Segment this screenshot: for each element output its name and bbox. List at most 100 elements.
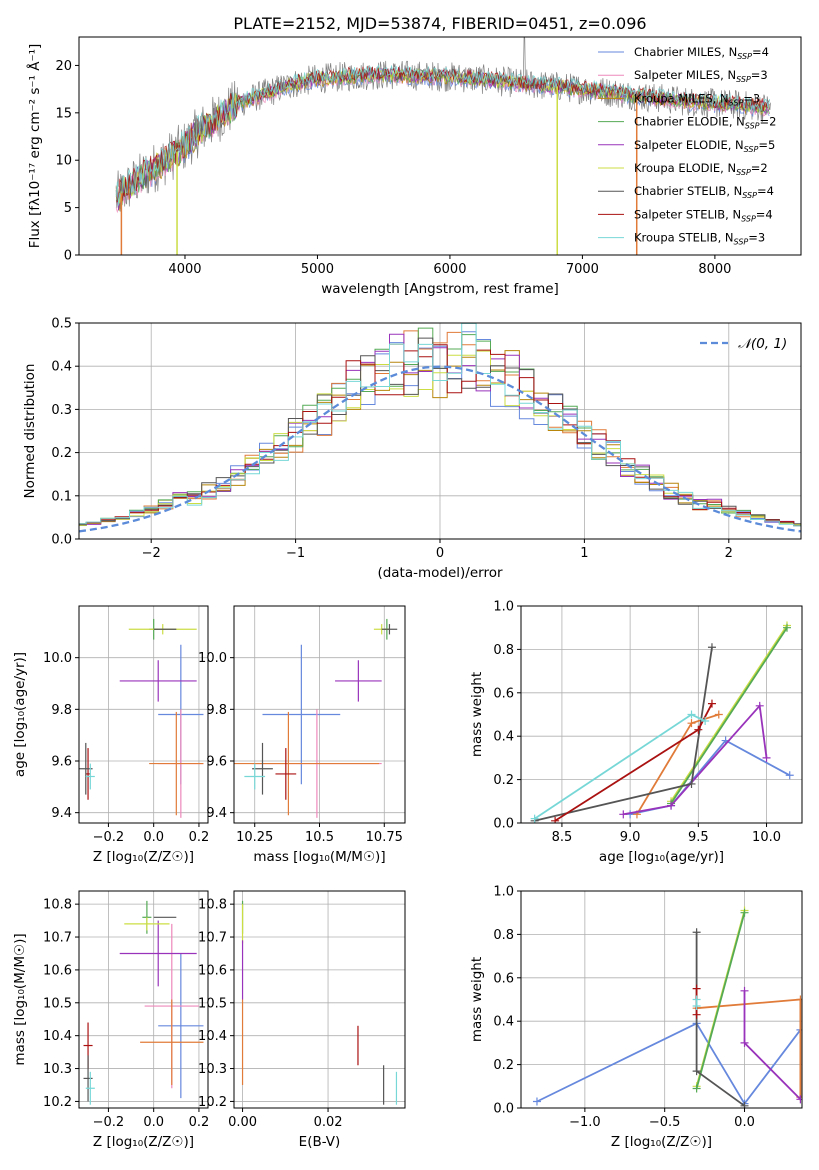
residual-histogram xyxy=(79,323,801,527)
y-tick-label: 10.3 xyxy=(43,1062,72,1077)
plot-area xyxy=(83,900,204,1105)
error-bar-point xyxy=(234,711,380,816)
x-tick-label: 9.5 xyxy=(688,830,709,845)
weight-marker xyxy=(785,771,794,780)
x-axis-label: Z [log₁₀(Z/Z☉)] xyxy=(611,1134,712,1150)
error-bar-point xyxy=(149,711,204,816)
y-tick-label: 0.2 xyxy=(493,773,514,788)
weight-line xyxy=(695,912,746,1089)
x-tick-label: 0 xyxy=(436,546,444,561)
legend-entry: Kroupa ELODIE, NSSP=2 xyxy=(634,161,768,177)
weight-marker xyxy=(740,1038,749,1047)
x-tick-label: 2 xyxy=(725,546,733,561)
y-tick-label: 10.2 xyxy=(198,1095,227,1110)
error-bar-point xyxy=(119,920,197,987)
error-bar-point xyxy=(83,1055,93,1102)
weight-line xyxy=(695,932,746,1107)
plot-area xyxy=(530,621,794,823)
gaussian-curve xyxy=(79,365,801,533)
weight-line xyxy=(554,703,713,822)
legend-entry: Chabrier ELODIE, NSSP=2 xyxy=(634,115,776,131)
weight-marker xyxy=(701,717,710,726)
weight-marker xyxy=(692,984,701,993)
y-tick-label: 0.0 xyxy=(51,533,72,548)
model-spectrum xyxy=(116,65,770,203)
subplot-5: 8.5 9.0 9.5 10.0 0.0 0.2 0.4 0.6 0.8 1.0 age [log₁… xyxy=(469,600,803,865)
residual-histogram xyxy=(79,330,801,526)
weight-series xyxy=(551,699,716,823)
y-axis-label: Flux [fλ10⁻¹⁷ erg cm⁻² s⁻¹ Å⁻¹] xyxy=(26,44,43,249)
plot-area xyxy=(79,618,204,818)
x-axis-label: E(B-V) xyxy=(299,1134,341,1150)
y-tick-label: 0.4 xyxy=(493,730,514,745)
residual-histogram xyxy=(79,337,801,526)
legend-entry: 𝒩(0, 1) xyxy=(738,336,787,352)
y-tick-label: 10.8 xyxy=(198,898,227,913)
model-spectrum xyxy=(115,67,770,204)
legend-entry: Kroupa STELIB, NSSP=3 xyxy=(634,231,765,247)
error-bar-point xyxy=(124,917,170,931)
weight-marker xyxy=(707,643,716,652)
weight-line xyxy=(670,625,788,802)
weight-series xyxy=(619,701,771,819)
weight-series xyxy=(692,928,749,1108)
weight-line xyxy=(534,713,706,820)
weight-marker xyxy=(796,995,802,1004)
y-tick-label: 0.2 xyxy=(493,1058,514,1073)
x-tick-label: 5000 xyxy=(301,262,334,277)
y-tick-label: 10.6 xyxy=(43,963,72,978)
y-tick-label: 0.2 xyxy=(51,446,72,461)
plot-area xyxy=(241,900,398,1105)
weight-line xyxy=(670,627,788,804)
legend-entry: Salpeter ELODIE, NSSP=5 xyxy=(634,138,775,154)
error-bar-point xyxy=(335,660,382,702)
x-tick-label: 4000 xyxy=(168,262,201,277)
y-tick-label: 9.8 xyxy=(206,703,227,718)
y-tick-label: 9.6 xyxy=(51,755,72,770)
axes-frame xyxy=(520,890,803,1109)
weight-marker xyxy=(687,779,696,788)
y-tick-label: 0.0 xyxy=(493,1102,514,1117)
weight-series xyxy=(530,710,710,823)
y-tick-label: 15 xyxy=(55,106,72,121)
weight-marker xyxy=(532,1097,541,1106)
y-tick-label: 10.7 xyxy=(198,931,227,946)
y-axis-label: Normed distribution xyxy=(22,364,38,499)
x-tick-label: −0.5 xyxy=(649,1115,681,1130)
y-tick-label: 10.7 xyxy=(43,931,72,946)
error-bar-point xyxy=(85,1071,95,1105)
error-bar-point xyxy=(119,660,197,702)
weight-series xyxy=(740,986,802,1104)
x-tick-label: −1.0 xyxy=(569,1115,601,1130)
axes-frame xyxy=(78,605,209,824)
subplot-7: 0.00 0.02 10.2 10.3 10.4 10.5 10.6 10.7 10.8 E(B-… xyxy=(198,890,406,1150)
weight-marker xyxy=(714,710,723,719)
y-tick-label: 0.3 xyxy=(51,403,72,418)
error-bar-point xyxy=(275,748,297,800)
x-tick-label: 10.25 xyxy=(236,830,273,845)
y-axis-label: mass weight xyxy=(469,672,485,757)
y-tick-label: 10.4 xyxy=(43,1029,72,1044)
x-axis-label: wavelength [Angstrom, rest frame] xyxy=(321,281,559,297)
y-tick-label: 0.4 xyxy=(493,1015,514,1030)
y-tick-label: 10.5 xyxy=(198,996,227,1011)
x-tick-label: 7000 xyxy=(566,262,599,277)
weight-series xyxy=(632,710,723,819)
error-bar-point xyxy=(252,742,273,795)
legend: Chabrier MILES, NSSP=4 Salpeter MILES, NS… xyxy=(598,45,776,247)
weight-marker xyxy=(762,753,771,762)
x-tick-label: 9.0 xyxy=(620,830,641,845)
x-tick-label: 0.02 xyxy=(314,1115,343,1130)
legend-entry: Salpeter MILES, NSSP=3 xyxy=(634,68,768,84)
x-tick-label: 8000 xyxy=(698,262,731,277)
weight-series xyxy=(692,995,701,1011)
weight-marker xyxy=(796,1095,802,1104)
axes-frame xyxy=(78,890,209,1109)
subplot-4: 10.25 10.5 10.75 9.4 9.6 9.8 10.0 mass [log₁₀(M… xyxy=(198,605,406,865)
x-axis-label: Z [log₁₀(Z/Z☉)] xyxy=(93,849,194,865)
model-spectrum xyxy=(115,66,770,202)
axes-frame xyxy=(78,36,802,256)
y-tick-label: 9.8 xyxy=(51,703,72,718)
